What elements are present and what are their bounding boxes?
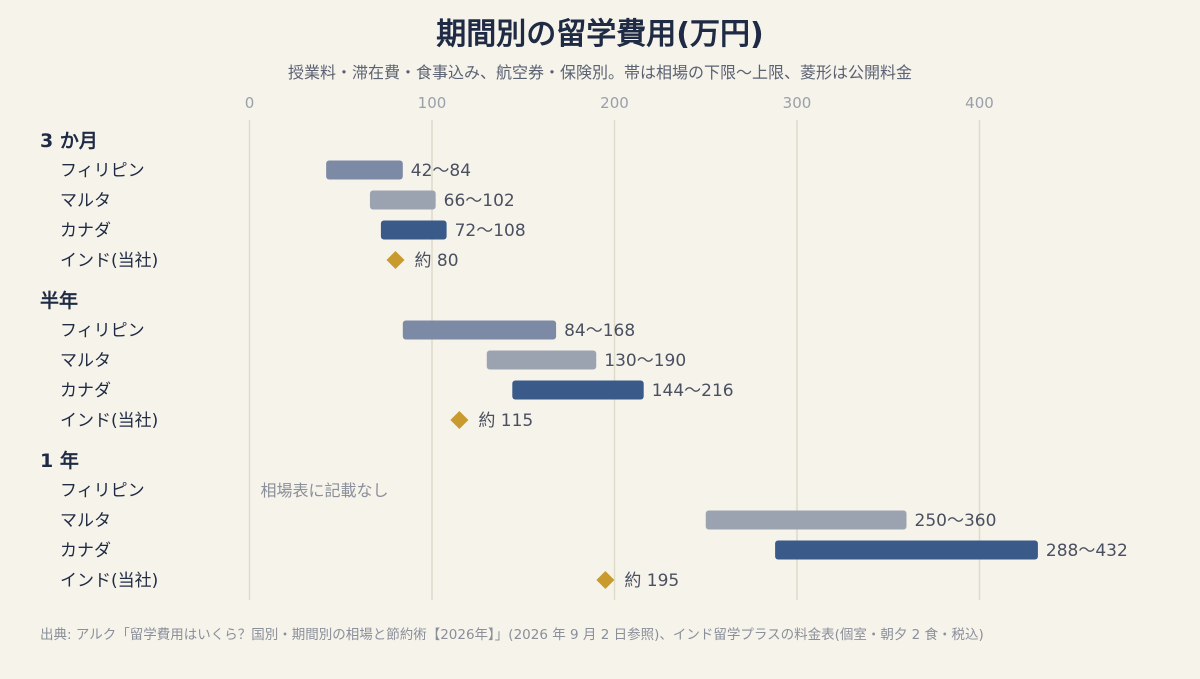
row-label: カナダ <box>60 541 111 561</box>
price-diamond <box>386 251 405 269</box>
row-label: マルタ <box>60 351 111 371</box>
row-label: インド(当社) <box>60 571 158 591</box>
price-diamond <box>596 571 615 589</box>
value-label: 250〜360 <box>915 511 997 531</box>
range-bar <box>402 320 557 340</box>
x-tick-label: 200 <box>600 94 629 112</box>
range-bar <box>326 160 403 180</box>
row-label: カナダ <box>60 381 111 401</box>
no-data-note: 相場表に記載なし <box>261 481 389 500</box>
row-label: インド(当社) <box>60 411 158 431</box>
value-label: 66〜102 <box>444 191 515 211</box>
range-bar <box>380 220 447 240</box>
x-axis-ticks: 0 100 200 300 400 <box>245 94 994 112</box>
value-label: 約 80 <box>415 251 459 271</box>
x-tick-label: 300 <box>783 94 812 112</box>
row-label: フィリピン <box>60 481 145 501</box>
range-bar <box>512 380 644 400</box>
value-label: 約 115 <box>478 411 533 431</box>
range-bar <box>705 510 907 530</box>
chart-subtitle: 授業料・滞在費・食事込み、航空券・保険別。帯は相場の下限〜上限、菱形は公開料金 <box>288 63 912 82</box>
value-label: 72〜108 <box>455 221 526 241</box>
chart-title: 期間別の留学費用(万円) <box>436 17 763 52</box>
group-label: 3 か月 <box>40 130 98 152</box>
value-label: 130〜190 <box>604 351 686 371</box>
row-label: フィリピン <box>60 161 145 181</box>
x-tick-label: 400 <box>965 94 994 112</box>
value-label: 144〜216 <box>652 381 734 401</box>
value-label: 42〜84 <box>411 161 471 181</box>
range-bar <box>369 190 436 210</box>
x-tick-label: 100 <box>418 94 447 112</box>
row-label: インド(当社) <box>60 251 158 271</box>
range-bar <box>775 540 1038 560</box>
row-label: フィリピン <box>60 321 145 341</box>
value-label: 約 195 <box>624 571 679 591</box>
value-label: 84〜168 <box>564 321 635 341</box>
group-label: 半年 <box>40 289 78 312</box>
x-tick-label: 0 <box>245 94 255 112</box>
range-bar <box>486 350 597 370</box>
row-label: カナダ <box>60 221 111 241</box>
group-label: 1 年 <box>40 449 79 472</box>
price-diamond <box>450 411 469 429</box>
source-note: 出典: アルク「留学費用はいくら？国別・期間別の相場と節約術【2026年】」(2… <box>40 626 984 643</box>
row-label: マルタ <box>60 511 111 531</box>
row-label: マルタ <box>60 191 111 211</box>
value-label: 288〜432 <box>1046 541 1128 561</box>
